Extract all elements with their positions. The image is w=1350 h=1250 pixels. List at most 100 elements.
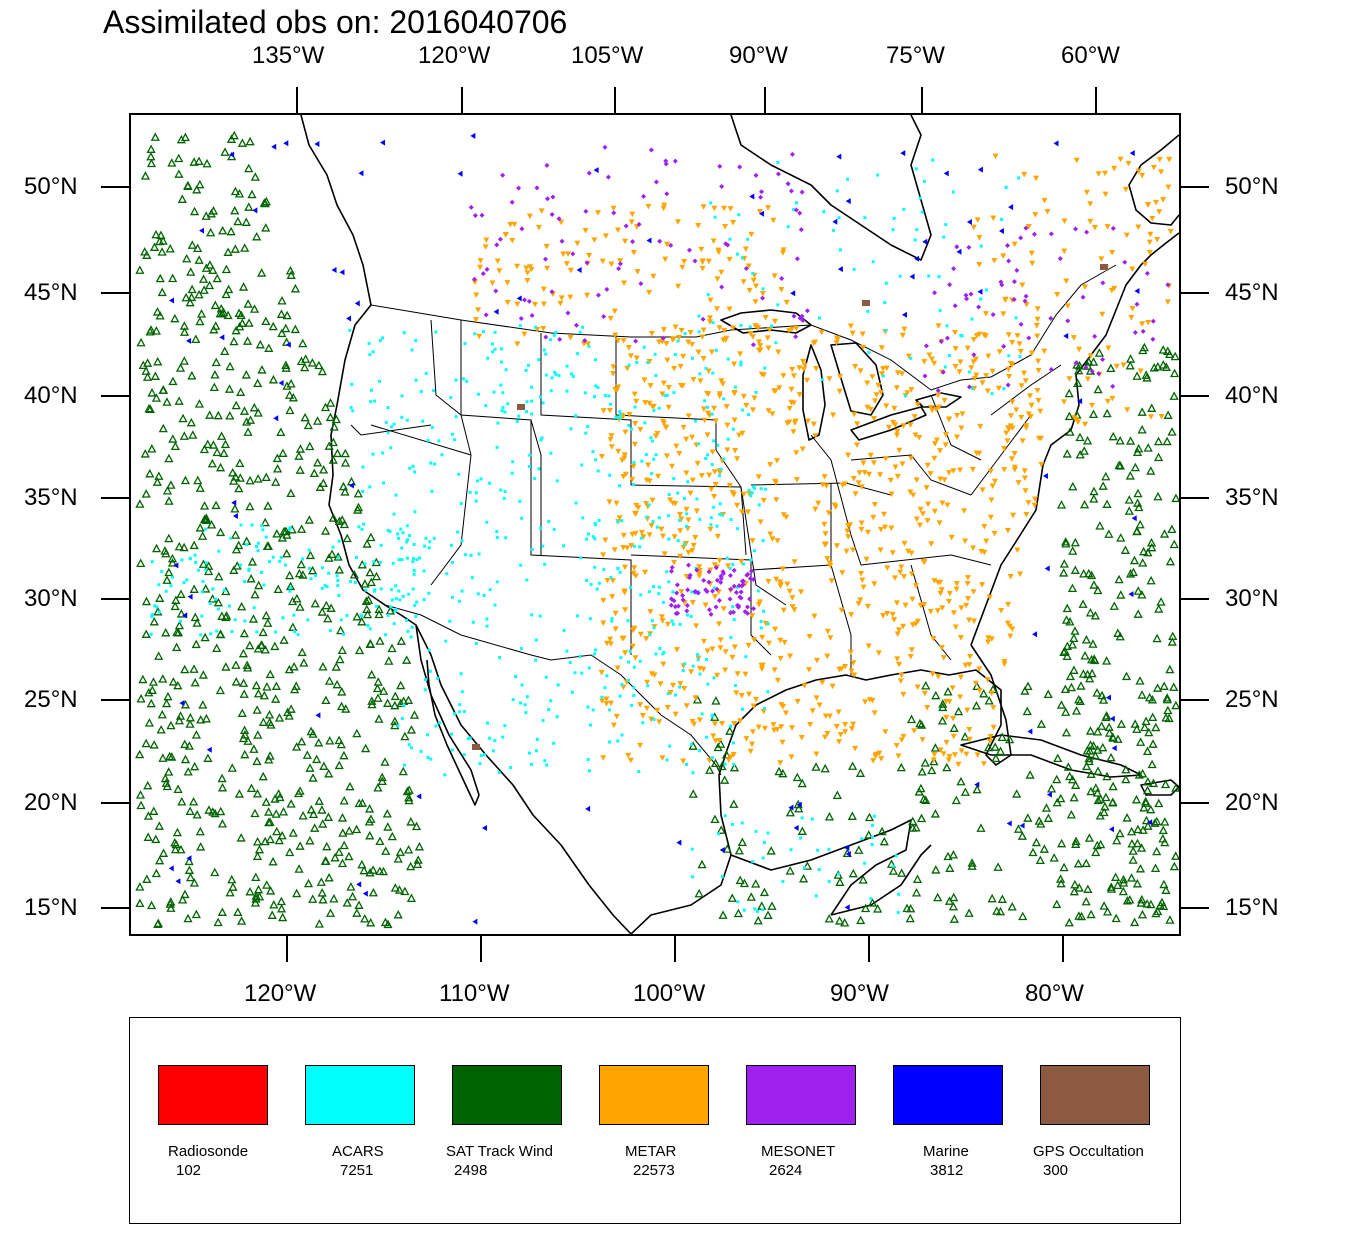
observation-symbol (620, 544, 627, 551)
observation-symbol (690, 542, 697, 549)
observation-symbol (249, 744, 259, 753)
observation-symbol (432, 536, 436, 540)
observation-symbol (710, 814, 720, 824)
observation-symbol (400, 731, 410, 741)
observation-symbol (377, 379, 381, 383)
observation-symbol (1069, 792, 1079, 802)
observation-symbol (1076, 346, 1083, 353)
observation-symbol (667, 514, 671, 518)
observation-symbol (198, 531, 208, 540)
observation-symbol (174, 715, 184, 725)
observation-symbol (141, 629, 151, 638)
observation-symbol (718, 502, 722, 506)
observation-symbol (1089, 486, 1099, 496)
observation-symbol (643, 636, 650, 642)
observation-symbol (562, 544, 566, 548)
observation-map[interactable] (131, 115, 1179, 934)
observation-symbol (1031, 837, 1041, 847)
observation-symbol (367, 696, 377, 705)
observation-symbol (1121, 671, 1132, 681)
observation-symbol (659, 533, 666, 540)
lat-label-left: 45°N (24, 279, 78, 306)
observation-symbol (707, 567, 714, 573)
observation-symbol (971, 701, 982, 710)
observation-symbol (747, 330, 754, 337)
observation-symbol (860, 460, 867, 467)
observation-symbol (1027, 393, 1034, 399)
observation-symbol (1065, 617, 1075, 626)
observation-symbol (250, 808, 260, 818)
observation-symbol (519, 226, 525, 232)
observation-symbol (969, 466, 976, 473)
observation-symbol (164, 589, 168, 593)
observation-symbol (157, 583, 161, 587)
observation-symbol (719, 381, 726, 387)
observation-symbol (691, 875, 695, 879)
observation-symbol (1056, 500, 1067, 509)
observation-symbol (180, 889, 190, 899)
observation-symbol (751, 879, 761, 888)
observation-symbol (368, 353, 372, 357)
observation-symbol (979, 688, 989, 698)
observation-symbol (646, 684, 650, 688)
observation-symbol (454, 415, 458, 419)
observation-symbol (336, 584, 340, 588)
observation-symbol (984, 742, 994, 752)
observation-symbol (1108, 797, 1118, 806)
observation-symbol (1053, 753, 1063, 763)
observation-symbol (289, 661, 299, 671)
map-panel[interactable] (129, 113, 1181, 936)
observation-symbol (631, 565, 638, 571)
observation-symbol (154, 471, 164, 480)
observation-symbol (1008, 456, 1015, 462)
observation-symbol (1111, 872, 1121, 881)
observation-symbol (671, 365, 678, 372)
lat-tick-left (101, 186, 129, 188)
observation-symbol (611, 210, 617, 216)
observation-symbol (826, 376, 833, 382)
observation-symbol (206, 208, 216, 218)
observation-symbol (1141, 815, 1152, 825)
observation-symbol (661, 600, 665, 604)
observation-symbol (800, 816, 804, 820)
lat-label-left: 40°N (24, 382, 78, 409)
observation-symbol (653, 179, 659, 185)
observation-symbol (339, 618, 343, 622)
observation-symbol (798, 227, 804, 233)
observation-symbol (353, 502, 364, 512)
observation-symbol (680, 544, 687, 551)
observation-symbol (1027, 728, 1033, 735)
observation-symbol (1100, 280, 1106, 286)
observation-symbol (687, 329, 694, 336)
observation-symbol (602, 537, 609, 543)
observation-symbol (1087, 570, 1097, 580)
observation-symbol (242, 336, 253, 345)
observation-symbol (780, 703, 787, 710)
observation-symbol (1132, 878, 1142, 888)
observation-symbol (151, 326, 161, 335)
observation-symbol (520, 516, 524, 520)
observation-symbol (296, 524, 307, 533)
observation-symbol (730, 752, 737, 758)
observation-symbol (643, 705, 650, 712)
observation-symbol (847, 323, 854, 329)
observation-symbol (286, 704, 296, 713)
observation-symbol (398, 766, 408, 776)
observation-symbol (780, 373, 787, 379)
observation-symbol (729, 325, 736, 331)
observation-symbol (633, 510, 640, 517)
observation-symbol (166, 903, 176, 912)
observation-symbol (371, 350, 375, 354)
observation-symbol (716, 325, 723, 331)
observation-symbol (914, 167, 918, 171)
observation-symbol (208, 602, 212, 606)
observation-symbol (212, 447, 222, 457)
observation-symbol (214, 571, 224, 581)
observation-symbol (714, 348, 718, 352)
observation-symbol (904, 390, 911, 396)
observation-symbol (746, 691, 753, 698)
observation-symbol (773, 497, 780, 503)
observation-symbol (1147, 819, 1153, 826)
observation-symbol (237, 318, 247, 327)
observation-symbol (377, 776, 387, 786)
